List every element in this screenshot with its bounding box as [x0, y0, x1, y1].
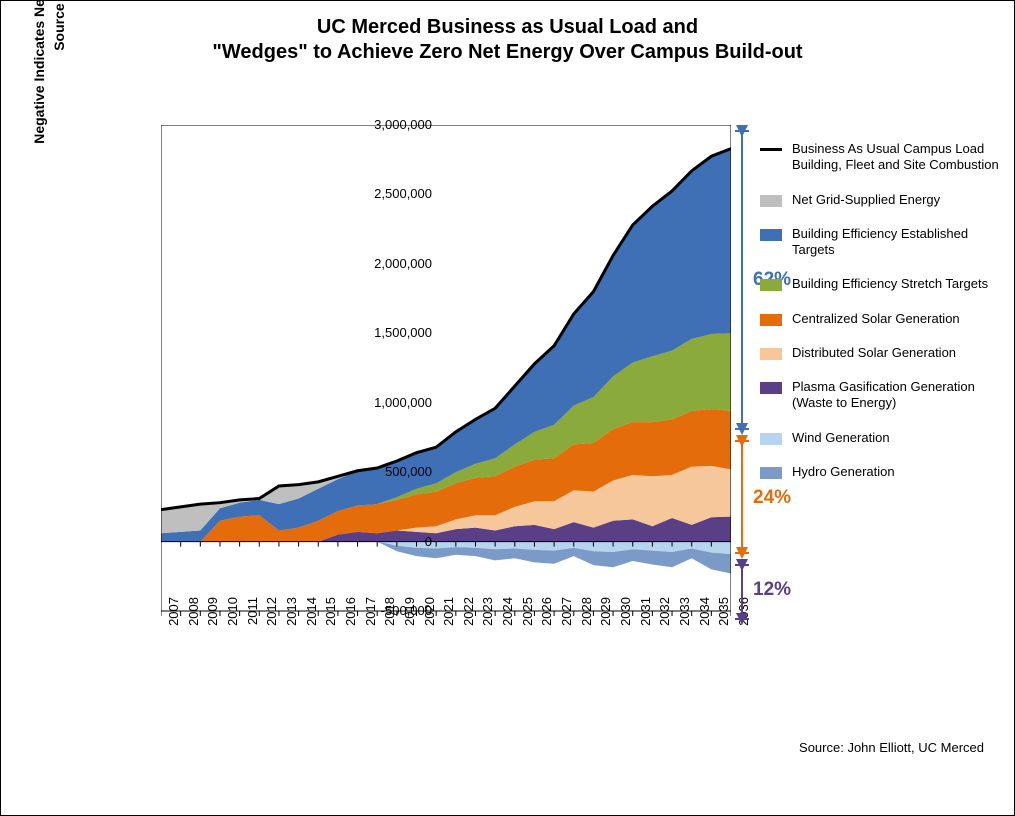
legend-item: Distributed Solar Generation: [760, 345, 1000, 361]
legend-label: Hydro Generation: [792, 464, 895, 480]
x-tick: 2012: [264, 597, 279, 657]
chart-frame: UC Merced Business as Usual Load and "We…: [0, 0, 1015, 816]
y-tick: 1,500,000: [352, 325, 432, 340]
x-tick: 2013: [284, 597, 299, 657]
bracket-12: [735, 559, 749, 625]
x-tick: 2020: [422, 597, 437, 657]
y-tick: 3,000,000: [352, 117, 432, 132]
x-tick: 2024: [500, 597, 515, 657]
legend-item: Plasma Gasification Generation (Waste to…: [760, 379, 1000, 412]
x-tick: 2016: [343, 597, 358, 657]
x-tick: 2025: [520, 597, 535, 657]
x-tick: 2029: [598, 597, 613, 657]
y-tick: 2,500,000: [352, 186, 432, 201]
y-tick: 0: [352, 534, 432, 549]
legend-item: Building Efficiency Stretch Targets: [760, 276, 1000, 292]
legend-label: Building Efficiency Stretch Targets: [792, 276, 988, 292]
x-tick: 2023: [480, 597, 495, 657]
legend-item: Hydro Generation: [760, 464, 1000, 480]
legend-swatch-icon: [760, 279, 782, 291]
legend-item: Building Efficiency Established Targets: [760, 226, 1000, 259]
x-tick: 2010: [225, 597, 240, 657]
x-tick: 2015: [323, 597, 338, 657]
title-line-2: "Wedges" to Achieve Zero Net Energy Over…: [212, 41, 802, 63]
x-tick: 2022: [461, 597, 476, 657]
legend-swatch-icon: [760, 348, 782, 360]
legend-item: Centralized Solar Generation: [760, 311, 1000, 327]
legend-line-icon: [760, 148, 782, 151]
x-tick: 2031: [638, 597, 653, 657]
x-tick: 2019: [402, 597, 417, 657]
x-tick: 2027: [559, 597, 574, 657]
legend: Business As Usual Campus Load Building, …: [760, 141, 1000, 498]
legend-label: Building Efficiency Established Targets: [792, 226, 1000, 259]
x-tick: 2018: [382, 597, 397, 657]
x-tick: 2033: [677, 597, 692, 657]
legend-label: Plasma Gasification Generation (Waste to…: [792, 379, 1000, 412]
title-line-1: UC Merced Business as Usual Load and: [317, 16, 698, 38]
x-tick: 2008: [186, 597, 201, 657]
bracket-24: [735, 435, 749, 559]
x-tick: 2011: [245, 597, 260, 657]
x-tick: 2014: [304, 597, 319, 657]
bracket-62: [735, 125, 749, 435]
x-tick: 2035: [716, 597, 731, 657]
legend-label: Net Grid-Supplied Energy: [792, 192, 940, 208]
legend-label: Business As Usual Campus Load Building, …: [792, 141, 1000, 174]
y-axis-label-bottom: Negative Indicates Net Renewable Energy …: [31, 0, 47, 231]
x-tick: 2030: [618, 597, 633, 657]
x-tick: 2026: [539, 597, 554, 657]
legend-swatch-icon: [760, 195, 782, 207]
legend-swatch-icon: [760, 433, 782, 445]
y-axis-label-top: Source Energy (MBTU/yr): [51, 0, 67, 201]
chart-title: UC Merced Business as Usual Load and "We…: [1, 15, 1014, 65]
legend-swatch-icon: [760, 467, 782, 479]
legend-swatch-icon: [760, 382, 782, 394]
legend-label: Distributed Solar Generation: [792, 345, 956, 361]
legend-swatch-icon: [760, 314, 782, 326]
x-tick: 2017: [363, 597, 378, 657]
legend-label: Wind Generation: [792, 430, 890, 446]
source-text: Source: John Elliott, UC Merced: [799, 740, 984, 755]
legend-item: Net Grid-Supplied Energy: [760, 192, 1000, 208]
x-tick: 2032: [657, 597, 672, 657]
y-tick: 1,000,000: [352, 395, 432, 410]
x-tick: 2009: [205, 597, 220, 657]
legend-label: Centralized Solar Generation: [792, 311, 960, 327]
x-tick: 2007: [166, 597, 181, 657]
x-tick: 2028: [579, 597, 594, 657]
legend-item: Business As Usual Campus Load Building, …: [760, 141, 1000, 174]
x-tick: 2021: [441, 597, 456, 657]
pct-12: 12%: [753, 579, 791, 601]
x-tick: 2034: [697, 597, 712, 657]
legend-swatch-icon: [760, 229, 782, 241]
y-tick: 500,000: [352, 464, 432, 479]
y-tick: 2,000,000: [352, 256, 432, 271]
legend-item: Wind Generation: [760, 430, 1000, 446]
